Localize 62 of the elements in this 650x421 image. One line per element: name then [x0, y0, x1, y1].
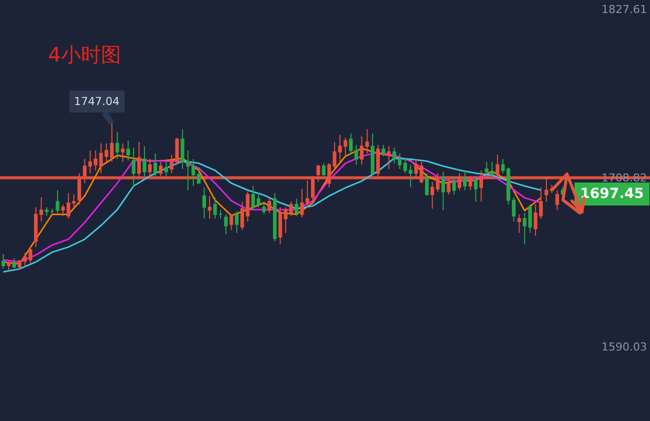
candlestick [430, 181, 434, 210]
candlestick [382, 144, 386, 157]
text: 4小时图 [48, 42, 121, 67]
candlestick [322, 162, 326, 177]
candlestick [441, 171, 446, 211]
candlestick [39, 196, 44, 222]
candlestick [34, 206, 38, 248]
candlestick [88, 150, 92, 174]
candlestick [522, 212, 526, 245]
candlestick [50, 208, 54, 215]
candlestick [126, 140, 130, 161]
candlestick [474, 176, 478, 202]
candlestick [142, 146, 146, 177]
candlestick [234, 211, 239, 234]
candlestick [349, 132, 353, 156]
candlestick [360, 136, 364, 166]
candlestick [202, 186, 206, 220]
candlestick [284, 206, 288, 234]
annotation: 1747.04 [74, 95, 120, 108]
candlestick [120, 142, 125, 162]
candlestick [213, 196, 217, 220]
candlestick [289, 201, 293, 216]
candlestick [208, 195, 212, 220]
candlestick [387, 146, 391, 170]
candlestick [240, 201, 244, 231]
text: 1697.45 [580, 186, 644, 202]
candlestick [6, 260, 11, 272]
candlestick [154, 152, 158, 177]
candlestick [403, 157, 407, 174]
candlestick [408, 164, 412, 188]
candlestick [115, 132, 120, 160]
candlestick [365, 128, 369, 154]
candlestick [262, 201, 266, 215]
candlestick [132, 147, 136, 188]
candlestick [392, 147, 396, 164]
candlestick [44, 206, 49, 216]
candlestick [370, 132, 374, 174]
candlestick [246, 191, 250, 222]
candlestick [425, 172, 429, 196]
candlestick [294, 198, 298, 216]
candlestick [1, 254, 6, 269]
candlestick [218, 210, 222, 220]
candlestick [12, 258, 16, 269]
y-tick-label: 1590.03 [602, 340, 647, 354]
y-tick-label: 1827.61 [602, 2, 647, 16]
y-tick-label: 1708.82 [602, 172, 647, 185]
candlestick [164, 158, 168, 177]
candlestick [398, 152, 402, 170]
candlestick [354, 144, 358, 166]
candlestick [463, 170, 467, 191]
candlestick [230, 214, 234, 231]
candlestick [278, 206, 282, 245]
candlestick [452, 176, 456, 196]
candlestick [268, 196, 272, 214]
candlestick [512, 196, 516, 222]
candlestick [272, 192, 277, 242]
candlestick [555, 190, 560, 211]
candlestick [224, 214, 228, 235]
candlestick [517, 214, 522, 234]
candlestick [196, 167, 201, 184]
candlestick [56, 190, 60, 214]
candlestick [528, 204, 532, 234]
